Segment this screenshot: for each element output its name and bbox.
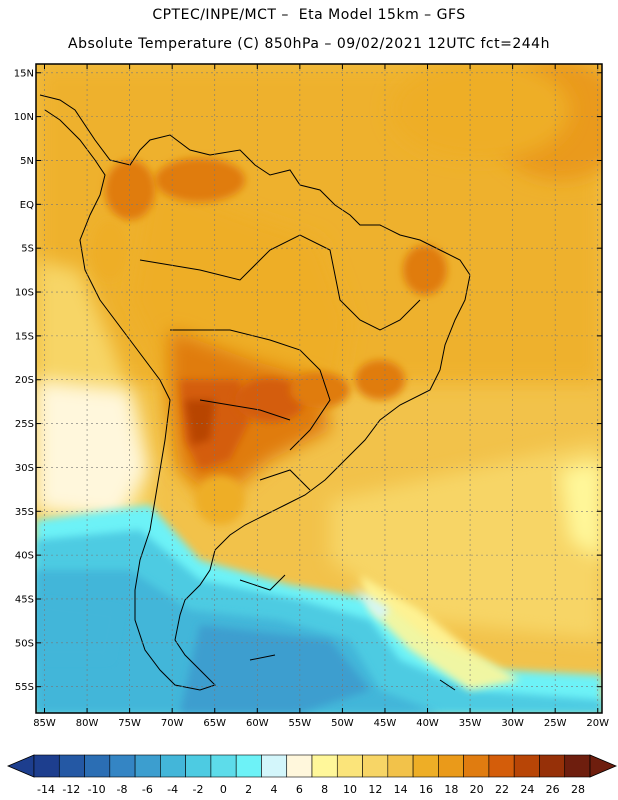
colorbar-min-arrow [6,754,35,778]
axis-ticks: 15N 10N 5N EQ 5S 10S 15S 20S 25S 30S 35S 40S 45S 50S 5… [14,64,609,729]
map-frame [35,63,603,714]
lat-tick-label: 20S [15,375,34,386]
lon-tick-label: 20W [586,718,609,729]
colorbar-swatch [286,754,313,778]
colorbar-label: 2 [245,783,252,796]
colorbar-swatch [513,754,540,778]
colorbar-swatch [134,754,161,778]
lon-tick-label: 25W [544,718,567,729]
colorbar-swatch [564,754,591,778]
colorbar-swatch [488,754,515,778]
lon-tick-label: 45W [374,718,397,729]
colorbar-label: 12 [368,783,382,796]
lon-tick-label: 85W [33,718,56,729]
colorbar-label: -6 [142,783,153,796]
colorbar-label: 14 [394,783,408,796]
colorbar-swatch [261,754,288,778]
colorbar-label: 4 [271,783,278,796]
coastline-outline [39,94,471,691]
lat-tick-label: 25S [15,419,34,430]
colorbar-label: 16 [419,783,433,796]
lat-tick-label: 55S [15,682,34,693]
lon-tick-label: 70W [161,718,184,729]
colorbar-swatch [412,754,439,778]
colorbar-swatch [84,754,111,778]
lat-tick-label: 45S [15,594,34,605]
lon-tick-label: 30W [501,718,524,729]
lat-tick-label: 10S [15,288,34,299]
colorbar-swatch [311,754,338,778]
colorbar-label: -4 [167,783,178,796]
temperature-field [36,64,602,713]
colorbar-swatch [210,754,237,778]
lat-tick-label: 5S [21,244,34,255]
colorbar-label: 26 [546,783,560,796]
lat-tick-label: 30S [15,463,34,474]
colorbar-label: 28 [571,783,585,796]
lon-tick-label: 75W [118,718,141,729]
colorbar-swatch [539,754,566,778]
colorbar-swatch [387,754,414,778]
colorbar-swatch [438,754,464,778]
lon-tick-label: 40W [416,718,439,729]
graticule [36,64,602,713]
lon-tick-label: 35W [459,718,482,729]
lon-tick-label: 50W [331,718,354,729]
colorbar-swatch [58,754,85,778]
lat-tick-label: 40S [15,551,34,562]
colorbar-swatch [109,754,136,778]
colorbar-label: 0 [220,783,227,796]
lat-tick-label: 35S [15,507,34,518]
colorbar-swatch [185,754,212,778]
colorbar-label: -8 [117,783,128,796]
colorbar-label: 10 [343,783,357,796]
lat-tick-label: 15S [15,331,34,342]
lon-tick-label: 80W [76,718,99,729]
colorbar-label: 24 [520,783,534,796]
lat-tick-label: 50S [15,638,34,649]
colorbar-swatch [235,754,262,778]
colorbar-label: 18 [444,783,458,796]
lat-tick-label: 5N [20,156,34,167]
lat-tick-label: 15N [14,68,34,79]
colorbar-label: -2 [193,783,204,796]
colorbar-label: -12 [62,783,80,796]
lat-tick-label: 10N [14,112,34,123]
colorbar-swatch [463,754,490,778]
colorbar-swatch [160,754,186,778]
colorbar-label: -14 [37,783,55,796]
colorbar-swatch [336,754,363,778]
map-title-line-2: Absolute Temperature (C) 850hPa – 09/02/… [68,36,550,52]
colorbar-swatch [362,754,389,778]
colorbar-swatch [33,754,60,778]
colorbar-label: -10 [88,783,106,796]
colorbar-label: 8 [321,783,328,796]
colorbar: -14 -12 -10 -8 -6 -4 -2 0 2 4 6 8 10 12 14 16 18 20 22 24 26… [6,754,618,796]
lat-tick-label: EQ [20,200,34,211]
colorbar-label: 20 [470,783,484,796]
colorbar-label: 22 [495,783,509,796]
colorbar-max-arrow [589,754,618,778]
map-title-line-1: CPTEC/INPE/MCT – Eta Model 15km – GFS [152,7,466,23]
lon-tick-label: 60W [246,718,269,729]
lon-tick-label: 55W [289,718,312,729]
lon-tick-label: 65W [203,718,226,729]
colorbar-label: 6 [296,783,303,796]
